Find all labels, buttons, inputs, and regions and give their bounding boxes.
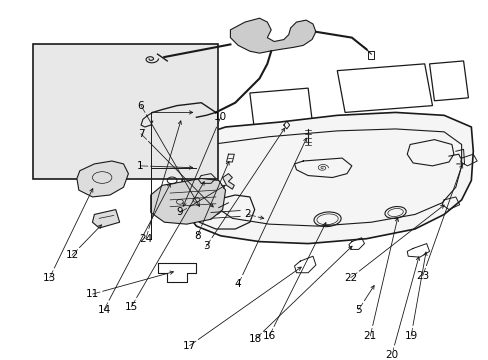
Text: 17: 17 (183, 341, 196, 351)
Text: 13: 13 (43, 273, 56, 283)
Polygon shape (150, 179, 225, 224)
Text: 19: 19 (404, 331, 417, 341)
Text: 15: 15 (124, 302, 138, 312)
Text: 14: 14 (97, 305, 110, 315)
Bar (33, 44, 218, 179)
Text: 1: 1 (137, 161, 143, 171)
Text: 20: 20 (385, 350, 397, 360)
Text: 23: 23 (415, 271, 428, 281)
Text: 8: 8 (194, 231, 200, 241)
Polygon shape (182, 112, 472, 244)
Text: 12: 12 (65, 250, 79, 260)
Text: 6: 6 (138, 101, 144, 111)
Text: 5: 5 (355, 305, 361, 315)
Text: 11: 11 (86, 289, 99, 299)
Text: 10: 10 (214, 112, 227, 122)
Text: 3: 3 (203, 242, 209, 252)
Text: 21: 21 (363, 331, 376, 341)
Text: 4: 4 (234, 279, 241, 289)
Text: 2: 2 (244, 210, 251, 220)
Polygon shape (77, 161, 128, 197)
Polygon shape (92, 210, 120, 228)
Text: 7: 7 (138, 129, 144, 139)
Text: 24: 24 (139, 234, 152, 244)
Text: 22: 22 (344, 273, 357, 283)
Polygon shape (230, 18, 315, 53)
Text: 9: 9 (176, 207, 183, 217)
Polygon shape (222, 174, 234, 189)
Text: 18: 18 (248, 334, 262, 344)
Text: 16: 16 (262, 331, 275, 341)
